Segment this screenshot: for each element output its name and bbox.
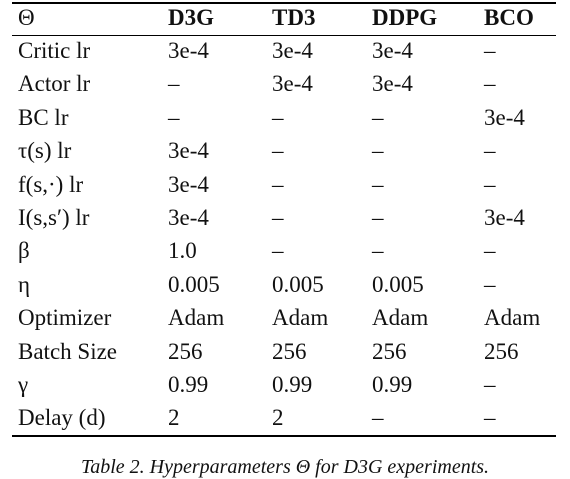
param-cell: Critic lr: [18, 38, 91, 63]
value-cell: 0.005: [272, 271, 324, 297]
param-cell: η: [18, 271, 31, 297]
header-cell: Θ: [18, 5, 35, 30]
caption: Table 2. Hyperparameters Θ for D3G exper…: [80, 456, 490, 478]
value-cell: 0.99: [372, 372, 413, 397]
value-cell: 3e-4: [372, 38, 413, 63]
value-cell: 3e-4: [168, 138, 209, 164]
param-cell: β: [18, 238, 30, 264]
value-cell: 3e-4: [484, 104, 525, 130]
value-cell: 3e-4: [272, 71, 313, 97]
value-cell: 256: [372, 338, 407, 364]
value-cell: –: [484, 405, 496, 431]
value-cell: –: [484, 138, 496, 164]
value-cell: –: [484, 238, 496, 264]
header-cell: BCO: [484, 5, 534, 30]
value-cell: 1.0: [168, 238, 197, 264]
value-cell: 0.005: [168, 271, 220, 297]
header-rule: [12, 35, 556, 36]
top-rule: [12, 2, 556, 4]
value-cell: –: [484, 271, 496, 297]
value-cell: –: [372, 138, 384, 164]
value-cell: –: [168, 71, 180, 97]
value-cell: Adam: [484, 305, 541, 331]
header-cell: TD3: [272, 5, 316, 30]
value-cell: –: [272, 171, 284, 197]
value-cell: 3e-4: [168, 38, 209, 63]
bottom-rule: [12, 435, 556, 437]
value-cell: 3e-4: [272, 38, 313, 63]
value-cell: –: [168, 104, 180, 130]
value-cell: 256: [484, 338, 519, 364]
param-cell: γ: [18, 372, 29, 397]
value-cell: –: [272, 205, 284, 230]
value-cell: 0.99: [272, 372, 313, 397]
value-cell: 3e-4: [484, 205, 525, 230]
header-cell: DDPG: [372, 5, 438, 30]
value-cell: 0.005: [372, 271, 424, 297]
value-cell: –: [372, 405, 384, 431]
value-cell: 2: [168, 405, 180, 431]
value-cell: 3e-4: [168, 171, 209, 197]
value-cell: –: [272, 104, 284, 130]
value-cell: 3e-4: [168, 205, 209, 230]
value-cell: –: [484, 38, 496, 63]
value-cell: –: [484, 71, 496, 97]
param-cell: Optimizer: [18, 305, 112, 331]
value-cell: –: [372, 238, 384, 264]
param-cell: Delay (d): [18, 405, 106, 431]
param-cell: Actor lr: [18, 71, 91, 97]
value-cell: –: [484, 171, 496, 197]
param-cell: BC lr: [18, 104, 69, 130]
value-cell: –: [372, 171, 384, 197]
value-cell: –: [272, 138, 284, 164]
value-cell: 256: [272, 338, 307, 364]
value-cell: Adam: [272, 305, 329, 331]
value-cell: 256: [168, 338, 203, 364]
value-cell: 3e-4: [372, 71, 413, 97]
value-cell: –: [372, 104, 384, 130]
param-cell: τ(s) lr: [18, 138, 72, 164]
param-cell: I(s,s′) lr: [18, 205, 90, 230]
value-cell: –: [484, 372, 496, 397]
value-cell: –: [272, 238, 284, 264]
value-cell: 0.99: [168, 372, 209, 397]
value-cell: Adam: [372, 305, 429, 331]
header-cell: D3G: [168, 5, 214, 30]
value-cell: –: [372, 205, 384, 230]
value-cell: Adam: [168, 305, 225, 331]
param-cell: f(s,·) lr: [18, 171, 84, 197]
param-cell: Batch Size: [18, 338, 117, 364]
value-cell: 2: [272, 405, 284, 431]
